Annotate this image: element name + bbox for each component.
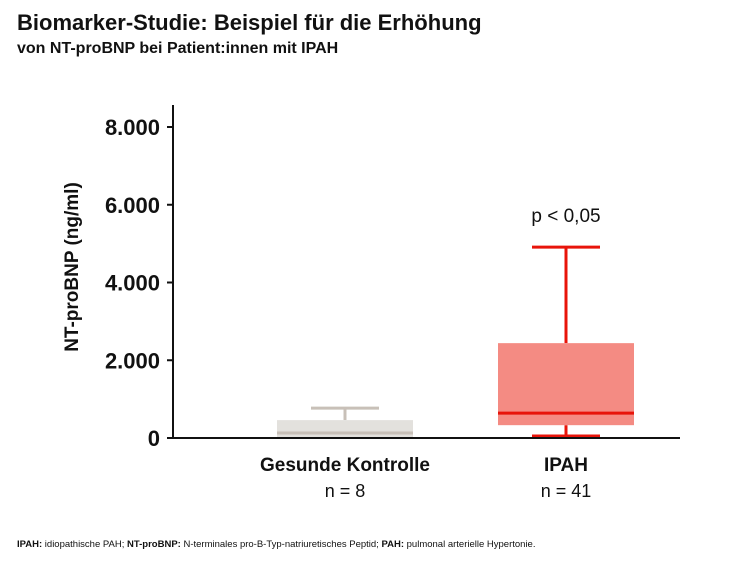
y-tick-label: 2.000: [105, 348, 160, 373]
footnote-text: N-terminales pro-B-Typ-natriuretisches P…: [180, 539, 382, 550]
box: [498, 343, 634, 426]
footnote: IPAH: idiopathische PAH; NT-proBNP: N-te…: [17, 539, 535, 550]
footnote-term: NT-proBNP:: [127, 539, 181, 550]
chart-subtitle: von NT-proBNP bei Patient:innen mit IPAH: [17, 40, 339, 57]
y-tick-label: 4.000: [105, 271, 160, 296]
group-n-label: n = 8: [325, 481, 366, 501]
group-label: IPAH: [544, 455, 588, 476]
footnote-term: IPAH:: [17, 539, 43, 550]
footnote-text: pulmonal arterielle Hypertonie.: [404, 539, 536, 550]
group-label: Gesunde Kontrolle: [260, 455, 430, 476]
footnote-text: idiopathische PAH;: [42, 539, 127, 550]
y-tick-label: 8.000: [105, 115, 160, 140]
y-tick-label: 6.000: [105, 193, 160, 218]
y-tick-label: 0: [148, 426, 160, 451]
box: [277, 420, 413, 438]
group-n-label: n = 41: [541, 481, 592, 501]
footnote-term: PAH:: [381, 539, 404, 550]
chart-title: Biomarker-Studie: Beispiel für die Erhöh…: [17, 10, 482, 35]
significance-annotation: p < 0,05: [531, 206, 600, 227]
y-axis-label: NT-proBNP (ng/ml): [62, 182, 83, 352]
